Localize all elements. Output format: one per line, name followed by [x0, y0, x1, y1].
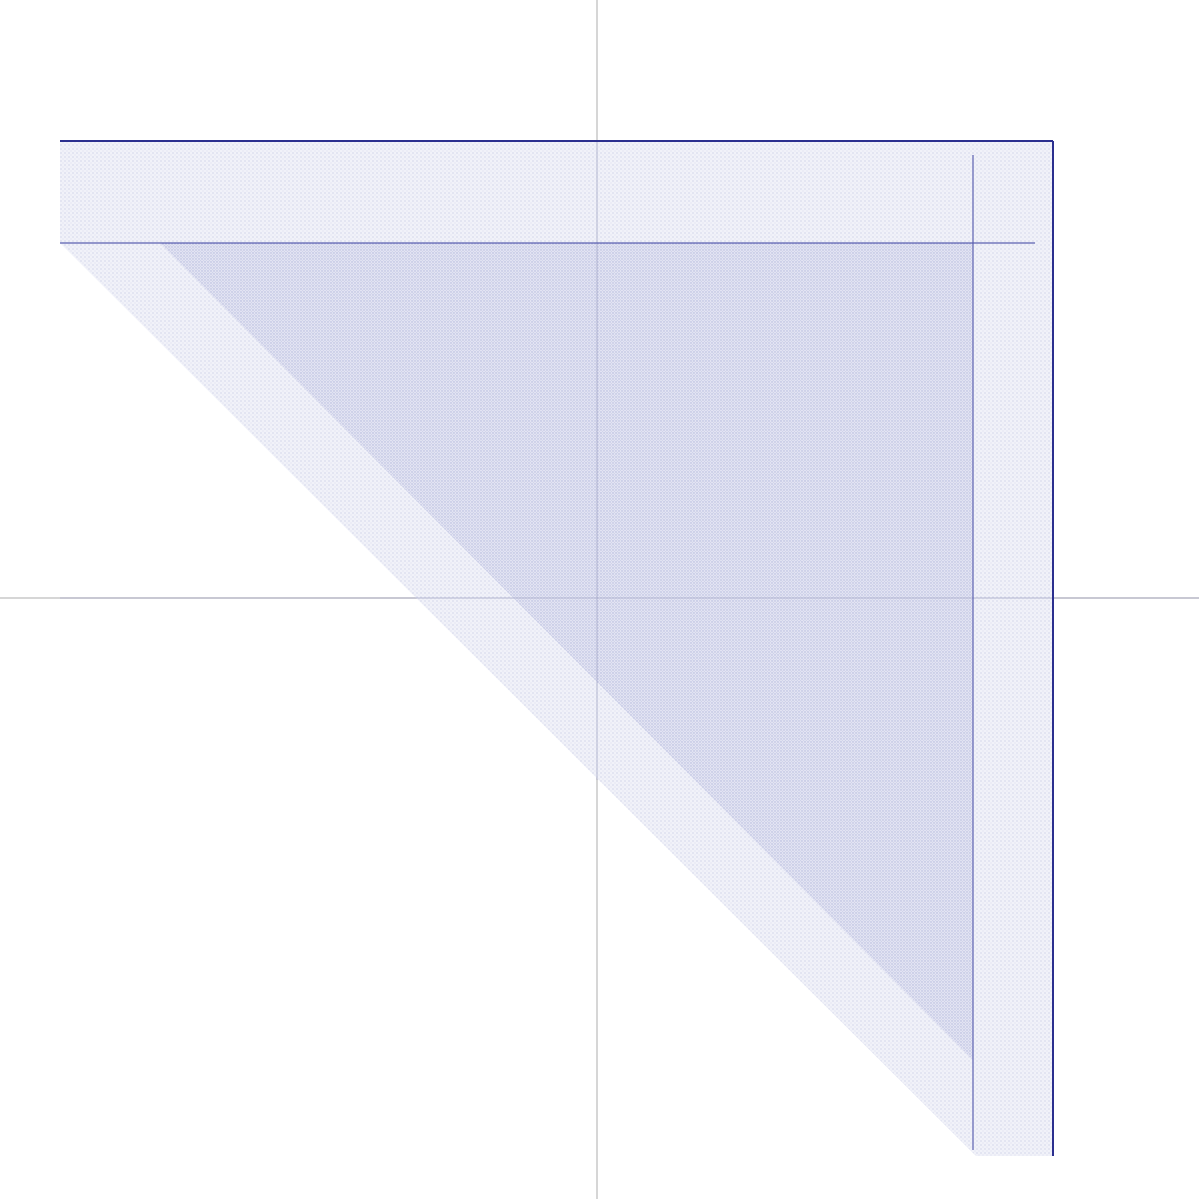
inner-triangle: [160, 243, 973, 1060]
